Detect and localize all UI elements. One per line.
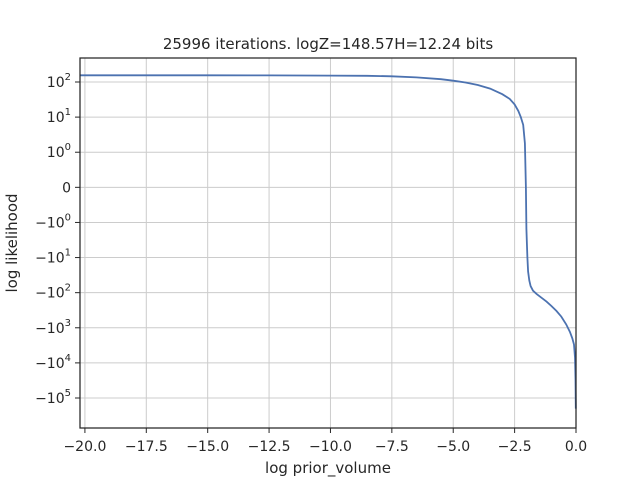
y-tick-label: −105 (35, 388, 71, 407)
y-tick-label: 101 (47, 107, 71, 126)
chart-title: 25996 iterations. logZ=148.57H=12.24 bit… (163, 35, 494, 53)
y-tick-label: 0 (62, 180, 71, 196)
y-tick-labels: 102 101 100 0 −100 −101 −102 −103 −104 −105 (35, 72, 71, 407)
x-tick-label: −15.0 (186, 439, 229, 455)
y-tick-label: −102 (35, 283, 71, 302)
y-tick-label: −100 (35, 212, 71, 231)
y-tick-label: 102 (47, 72, 71, 91)
x-tick-label: −20.0 (63, 439, 106, 455)
x-tick-label: −7.5 (375, 439, 409, 455)
y-tick-label: 100 (47, 142, 71, 161)
x-tick-label: 0.0 (565, 439, 587, 455)
y-axis-label: log likelihood (3, 193, 21, 292)
plot-frame (79, 57, 577, 429)
x-axis-label: log prior_volume (265, 459, 391, 478)
tick-marks (75, 81, 577, 433)
y-tick-label: −101 (35, 248, 71, 267)
x-tick-label: −17.5 (125, 439, 168, 455)
x-tick-labels: −20.0 −17.5 −15.0 −12.5 −10.0 −7.5 −5.0 −2.5 0.0 (63, 439, 587, 455)
x-tick-label: −5.0 (436, 439, 470, 455)
y-tick-label: −103 (35, 318, 71, 337)
grid-lines (80, 58, 577, 428)
y-tick-label: −104 (35, 353, 71, 372)
x-tick-label: −10.0 (309, 439, 352, 455)
series-line (80, 74, 577, 409)
x-tick-label: −12.5 (248, 439, 291, 455)
x-tick-label: −2.5 (498, 439, 532, 455)
